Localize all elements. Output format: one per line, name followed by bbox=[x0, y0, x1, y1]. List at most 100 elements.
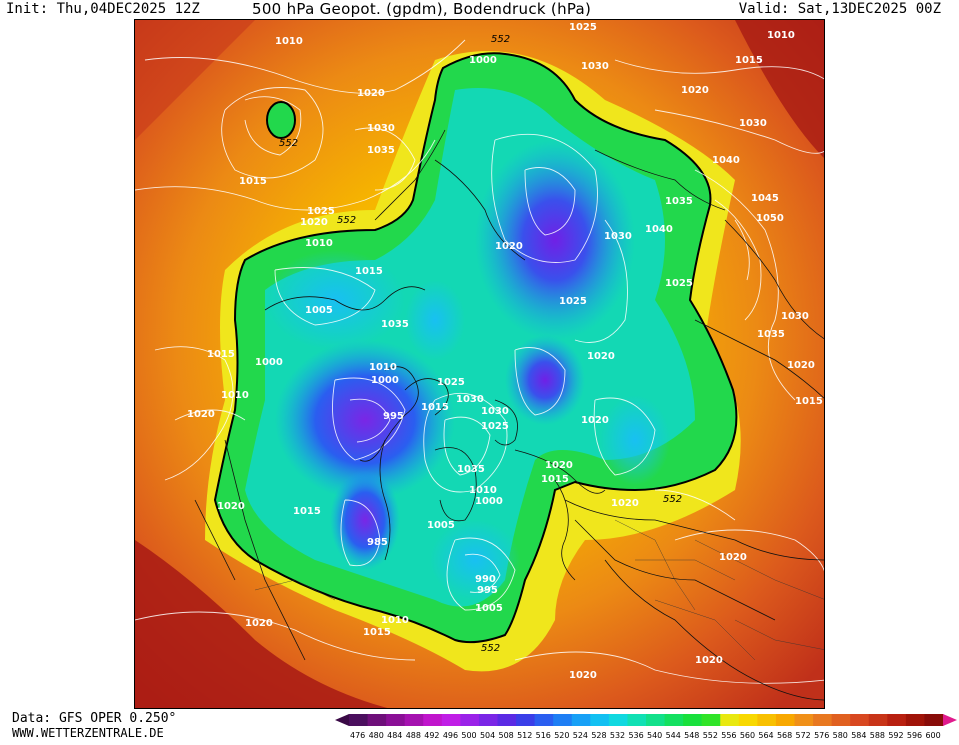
legend-tick-label: 568 bbox=[777, 731, 792, 740]
isobar-label: 1025 bbox=[307, 206, 335, 217]
legend-swatch bbox=[367, 714, 387, 726]
isobar-label: 1000 bbox=[255, 357, 283, 368]
isobar-label: 1015 bbox=[239, 176, 267, 187]
legend-tick-label: 500 bbox=[461, 731, 476, 740]
isobar-label: 1010 bbox=[381, 615, 409, 626]
legend-tick-label: 480 bbox=[369, 731, 384, 740]
height-contour-label: 552 bbox=[337, 215, 356, 226]
isobar-label: 1025 bbox=[437, 377, 465, 388]
isobar-label: 1000 bbox=[475, 496, 503, 507]
isobars bbox=[135, 39, 824, 684]
isobar-label: 1020 bbox=[217, 501, 245, 512]
legend-tick-label: 520 bbox=[554, 731, 569, 740]
isobar-label: 1030 bbox=[739, 118, 767, 129]
coastlines bbox=[194, 129, 824, 701]
legend-swatch bbox=[701, 714, 721, 726]
isobar-label: 1010 bbox=[767, 30, 795, 41]
legend-swatch bbox=[590, 714, 610, 726]
website: WWW.WETTERZENTRALE.DE bbox=[12, 726, 164, 740]
valid-time: Valid: Sat,13DEC2025 00Z bbox=[738, 1, 941, 17]
isobar-label: 1040 bbox=[712, 155, 740, 166]
height-contour-label: 552 bbox=[481, 643, 500, 654]
legend-swatch bbox=[720, 714, 740, 726]
isobar-label: 1020 bbox=[587, 351, 615, 362]
legend-swatch bbox=[404, 714, 424, 726]
legend-tick-label: 592 bbox=[888, 731, 903, 740]
legend-swatch bbox=[497, 714, 517, 726]
legend-swatch bbox=[924, 714, 944, 726]
legend-swatch bbox=[441, 714, 461, 726]
isobar-label: 1035 bbox=[367, 145, 395, 156]
isobar-label: 1000 bbox=[469, 55, 497, 66]
isobar-label: 1030 bbox=[604, 231, 632, 242]
legend-tick-label: 528 bbox=[591, 731, 606, 740]
hot-region-nw bbox=[135, 20, 255, 140]
legend-swatch bbox=[831, 714, 851, 726]
isobar-label: 1020 bbox=[569, 670, 597, 681]
isobar-label: 1035 bbox=[381, 319, 409, 330]
legend-swatch bbox=[386, 714, 406, 726]
forecast-map: 1010 552 1025 1000 1030 1010 1015 1020 1020 552 10… bbox=[134, 19, 825, 709]
legend-tick-label: 504 bbox=[480, 731, 495, 740]
legend-tick-label: 572 bbox=[796, 731, 811, 740]
legend-tick-label: 584 bbox=[851, 731, 866, 740]
isobar-label: 1020 bbox=[787, 360, 815, 371]
isobar-label: 1020 bbox=[245, 618, 273, 629]
low-east bbox=[600, 395, 670, 485]
hot-region-ne bbox=[735, 20, 824, 158]
height-contour-label: 552 bbox=[279, 138, 298, 149]
isobar-label: 1020 bbox=[300, 217, 328, 228]
isobar-label: 1010 bbox=[275, 36, 303, 47]
isobar-label: 1020 bbox=[545, 460, 573, 471]
isobar-label: 1030 bbox=[367, 123, 395, 134]
isobar-label: 1030 bbox=[456, 394, 484, 405]
isobar-label: 1045 bbox=[751, 193, 779, 204]
legend-tick-label: 476 bbox=[350, 731, 365, 740]
isobar-label: 1020 bbox=[695, 655, 723, 666]
legend-tick-label: 492 bbox=[424, 731, 439, 740]
legend-tick-label: 556 bbox=[721, 731, 736, 740]
isobar-label: 1050 bbox=[756, 213, 784, 224]
isobar-label: 1015 bbox=[355, 266, 383, 277]
color-legend: 476 480 484 488 492 496 500 504 508 512 516 520 524 5… bbox=[335, 712, 959, 741]
legend-tick-label: 496 bbox=[443, 731, 458, 740]
legend-tick-label: 596 bbox=[907, 731, 922, 740]
legend-swatch bbox=[608, 714, 628, 726]
legend-tick-label: 576 bbox=[814, 731, 829, 740]
isobar-label: 1000 bbox=[371, 375, 399, 386]
legend-bar: 476 480 484 488 492 496 500 504 508 512 516 520 524 5… bbox=[335, 714, 957, 740]
isobar-label: 1035 bbox=[457, 464, 485, 475]
legend-swatch bbox=[683, 714, 703, 726]
legend-swatch bbox=[646, 714, 666, 726]
borders bbox=[254, 519, 824, 661]
legend-tick-label: 600 bbox=[925, 731, 940, 740]
legend-tick-label: 540 bbox=[647, 731, 662, 740]
legend-tick-label: 512 bbox=[517, 731, 532, 740]
legend-swatch bbox=[775, 714, 795, 726]
isobar-label: 1015 bbox=[293, 506, 321, 517]
low-south bbox=[430, 520, 520, 600]
low-north bbox=[475, 140, 635, 340]
height-contour-label: 552 bbox=[491, 34, 510, 45]
isobar-label: 995 bbox=[477, 585, 498, 596]
map-canvas: 1010 552102510001030101010151020102055210… bbox=[135, 20, 824, 708]
isobar-label: 1010 bbox=[305, 238, 333, 249]
isobar-label: 1040 bbox=[645, 224, 673, 235]
map-title: 500 hPa Geopot. (gpdm), Bodendruck (hPa) bbox=[252, 0, 592, 18]
legend-tick-label: 564 bbox=[758, 731, 773, 740]
legend-swatch bbox=[664, 714, 684, 726]
isobar-label: 1020 bbox=[611, 498, 639, 509]
isobar-label: 1015 bbox=[735, 55, 763, 66]
legend-swatch bbox=[868, 714, 888, 726]
isobar-label: 1020 bbox=[581, 415, 609, 426]
legend-tick-label: 536 bbox=[628, 731, 643, 740]
data-source: Data: GFS OPER 0.250° bbox=[12, 711, 177, 726]
isobar-label: 995 bbox=[383, 411, 404, 422]
legend-tick-label: 532 bbox=[610, 731, 625, 740]
isobar-label: 1020 bbox=[357, 88, 385, 99]
isobar-label: 990 bbox=[475, 574, 496, 585]
isobar-label: 1025 bbox=[569, 22, 597, 33]
legend-swatch bbox=[905, 714, 925, 726]
isobar-label: 1025 bbox=[559, 296, 587, 307]
legend-swatch bbox=[553, 714, 573, 726]
